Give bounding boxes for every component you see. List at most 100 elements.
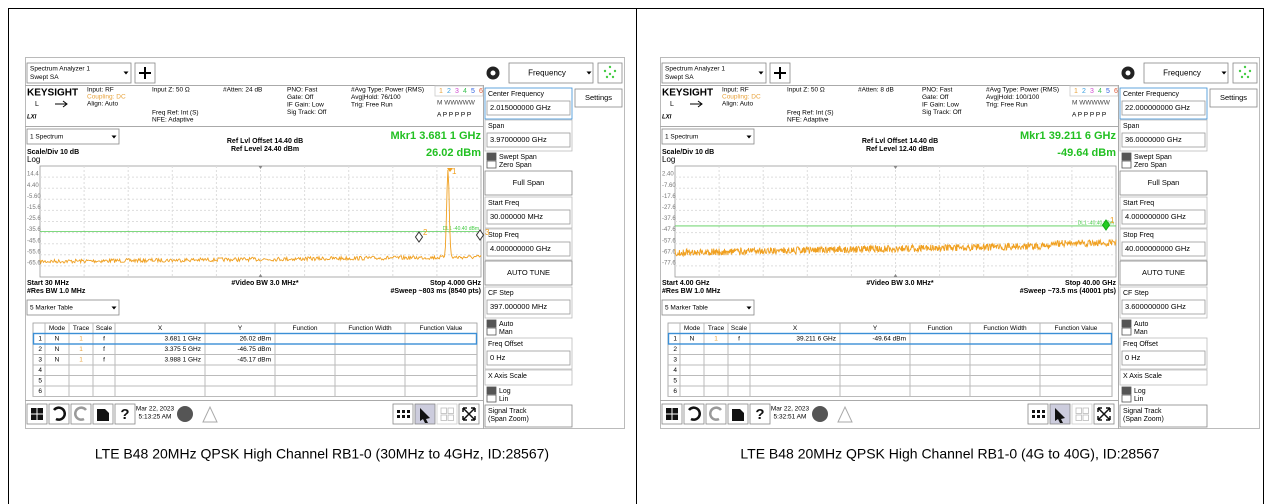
marker-table (32, 322, 478, 397)
layout-button (436, 403, 458, 425)
radio-label: Auto (1134, 321, 1149, 328)
y-label: -45.6 (27, 238, 41, 244)
panel-value: 0 Hz (1125, 353, 1141, 362)
trace-number: 5 (471, 88, 475, 95)
gate-status: Gate: Off (922, 94, 948, 101)
table-header: Scale (731, 325, 748, 332)
stop-freq: Stop 40.00 GHz (1065, 280, 1116, 287)
table-header: Function Width (348, 325, 392, 332)
video-bw: #Video BW 3.0 MHz* (231, 280, 298, 287)
button-label: Signal Track (1123, 408, 1162, 415)
table-cell: -46.75 dBm (237, 346, 271, 353)
row-highlight (32, 332, 478, 345)
table-header: Trace (708, 325, 725, 332)
status-dot (611, 75, 615, 79)
key (1037, 410, 1040, 413)
res-bw: #Res BW 1.0 MHz (27, 288, 86, 295)
settings: Settings (1220, 93, 1247, 102)
keyboard-button (392, 403, 414, 425)
windows-logo (666, 408, 672, 414)
table-header: X (158, 325, 163, 332)
y-label: -27.6 (662, 205, 676, 211)
redo-icon (709, 406, 722, 421)
panel-value: 22.000000000 GHz (1125, 103, 1190, 112)
table-cell: 39.211 6 GHz (796, 335, 836, 342)
y-label: -57.6 (662, 238, 676, 244)
row-number: 6 (673, 388, 677, 395)
table-header: Mode (49, 325, 66, 332)
y-label: 4.40 (27, 183, 39, 189)
help-icon: ? (120, 406, 129, 423)
radio (486, 160, 497, 169)
file-icon (97, 409, 109, 421)
status-dot (608, 65, 612, 69)
trace-number: 1 (439, 88, 443, 95)
ref-offset: Ref Lvl Offset 14.40 dB (227, 138, 303, 145)
radio-label: Lin (499, 396, 508, 403)
avg-status: Trig: Free Run (986, 102, 1028, 109)
table-cell: -49.64 dBm (872, 335, 906, 342)
marker-table (667, 322, 1113, 397)
dropdown-arrow (1221, 71, 1227, 75)
button-label: Signal Track (488, 408, 527, 415)
marker-freq: Mkr1 39.211 6 GHz (1020, 130, 1117, 142)
windows-logo (666, 414, 672, 420)
table-cell: 1 (79, 356, 83, 363)
marker-glyph (447, 168, 453, 172)
windows-logo (31, 408, 37, 414)
value-field (486, 100, 571, 116)
table-cell: N (55, 335, 60, 342)
input-status: Coupling: DC (87, 94, 126, 101)
panel-value: 36.0000000 GHz (1125, 135, 1182, 144)
stop-freq: Stop 4.000 GHz (430, 280, 481, 287)
panel-item (484, 369, 573, 386)
status-dot (603, 69, 607, 73)
trace (674, 238, 1117, 258)
panel-label: Span (488, 123, 504, 130)
panel-button (1119, 170, 1208, 196)
row-number: 2 (673, 346, 677, 353)
table-cell: -45.17 dBm (237, 356, 271, 363)
input-status: Align: Auto (722, 101, 753, 108)
trace-type: M WWWWW (1072, 100, 1111, 107)
table-cell: f (103, 356, 105, 363)
sweep: #Sweep ~803 ms (8540 pts) (391, 288, 481, 295)
caption: LTE B48 20MHz QPSK High Channel RB1-0 (4… (740, 446, 1159, 462)
table-select (26, 299, 120, 316)
marker-freq: Mkr1 3.681 1 GHz (391, 130, 482, 142)
panel-button (1119, 260, 1208, 286)
plus-icon (774, 67, 786, 79)
radio-label: Lin (1134, 396, 1143, 403)
button-label: AUTO TUNE (1142, 268, 1185, 277)
key (402, 415, 405, 418)
freq-ref: Freq Ref: Int (S) (152, 110, 199, 117)
table-header: X (793, 325, 798, 332)
button-label: Full Span (1148, 178, 1180, 187)
button-label: (Span Zoom) (1123, 416, 1164, 423)
sweep: #Sweep ~73.5 ms (40001 pts) (1020, 288, 1116, 295)
radio-label: Man (1134, 329, 1148, 336)
table-cell: f (103, 346, 105, 353)
layout-cell (1075, 414, 1082, 421)
app-title: Spectrum Analyzer 1 (665, 66, 725, 73)
settings-button (574, 88, 623, 108)
panel-label: CF Step (1123, 290, 1149, 297)
marker-glyph (475, 229, 485, 241)
avg-status: Avg|Hold: 100/100 (986, 94, 1040, 101)
panel-label: X Axis Scale (1123, 373, 1162, 380)
button-label: AUTO TUNE (507, 268, 550, 277)
start-freq: Start 30 MHz (27, 280, 70, 287)
y-label: -25.6 (27, 216, 41, 222)
panel-value: 3.600000000 GHz (1125, 302, 1186, 311)
message-icon (177, 406, 193, 422)
window-name: 1 Spectrum (665, 134, 698, 141)
key (397, 410, 400, 413)
y-label: 14.4 (27, 172, 39, 178)
table-cell: 1 (79, 346, 83, 353)
status-dot (1243, 72, 1247, 76)
input-status: Coupling: DC (722, 94, 761, 101)
table-cell: 3.988 1 GHz (165, 356, 202, 363)
table-cell: 1 (79, 335, 83, 342)
